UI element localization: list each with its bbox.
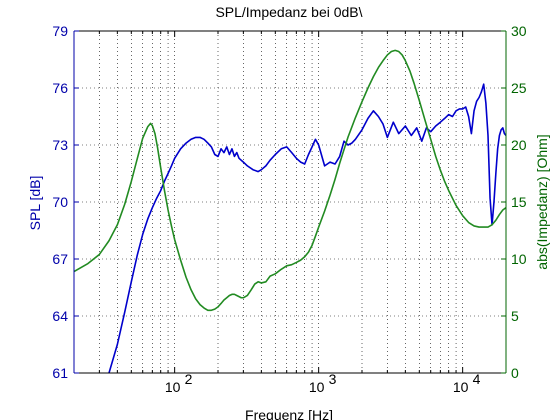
- y-left-tick-label: 79: [52, 23, 68, 39]
- x-axis-label: Frequenz [Hz]: [245, 407, 333, 420]
- y-right-tick-label: 5: [511, 308, 519, 324]
- x-tick-label: 10: [453, 379, 469, 395]
- y-right-tick-label: 25: [511, 80, 527, 96]
- y-left-tick-label: 67: [52, 251, 68, 267]
- x-tick-label-exponent: 3: [329, 371, 337, 387]
- y-left-axis-label: SPL [dB]: [27, 176, 43, 231]
- y-right-tick-label: 0: [511, 365, 519, 381]
- y-right-tick-label: 15: [511, 194, 527, 210]
- chart-title: SPL/Impedanz bei 0dB\: [215, 4, 362, 20]
- x-tick-label: 10: [165, 379, 181, 395]
- y-right-tick-label: 30: [511, 23, 527, 39]
- y-left-tick-label: 76: [52, 80, 68, 96]
- y-right-axis-label: abs(Impedanz) [Ohm]: [534, 134, 550, 269]
- y-left-tick-label: 70: [52, 194, 68, 210]
- y-right-tick-label: 10: [511, 251, 527, 267]
- grid: [74, 31, 506, 373]
- x-tick-label: 10: [309, 379, 325, 395]
- spl-series-line: [108, 83, 506, 373]
- y-left-tick-label: 73: [52, 137, 68, 153]
- x-tick-label-exponent: 2: [185, 371, 193, 387]
- y-left-tick-label: 64: [52, 308, 68, 324]
- x-tick-label-exponent: 4: [473, 371, 481, 387]
- y-left-tick-label: 61: [52, 365, 68, 381]
- y-right-tick-label: 20: [511, 137, 527, 153]
- impedance-series-line: [74, 49, 506, 312]
